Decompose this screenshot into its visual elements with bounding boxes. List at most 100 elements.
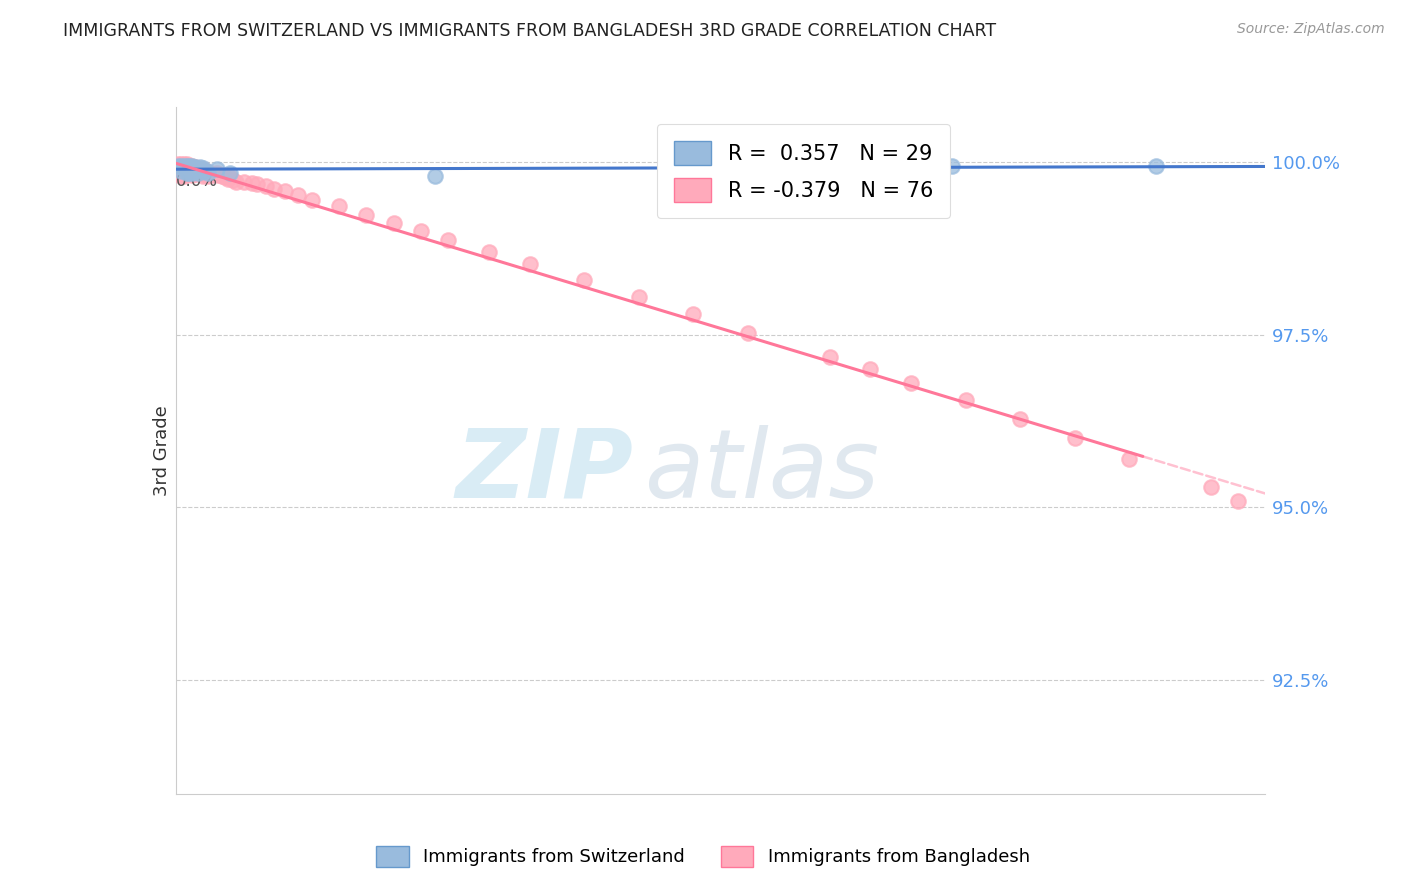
Point — [188, 160, 211, 174]
Point — [179, 161, 201, 175]
Point — [219, 166, 242, 180]
Point — [818, 350, 841, 364]
Point — [186, 166, 209, 180]
Point — [191, 163, 214, 178]
Point — [194, 168, 217, 182]
Point — [181, 168, 204, 182]
Point — [1118, 452, 1140, 467]
Text: Source: ZipAtlas.com: Source: ZipAtlas.com — [1237, 22, 1385, 37]
Point — [197, 165, 219, 179]
Point — [1199, 480, 1222, 494]
Point — [205, 166, 228, 180]
Point — [859, 362, 882, 376]
Point — [176, 166, 198, 180]
Point — [170, 169, 193, 183]
Point — [167, 156, 190, 170]
Point — [186, 162, 209, 177]
Point — [173, 159, 195, 173]
Point — [170, 163, 193, 178]
Point — [423, 169, 446, 183]
Point — [191, 169, 214, 183]
Point — [194, 164, 217, 178]
Point — [197, 169, 219, 183]
Point — [682, 307, 704, 321]
Point — [173, 166, 195, 180]
Point — [176, 161, 198, 175]
Text: IMMIGRANTS FROM SWITZERLAND VS IMMIGRANTS FROM BANGLADESH 3RD GRADE CORRELATION : IMMIGRANTS FROM SWITZERLAND VS IMMIGRANT… — [63, 22, 997, 40]
Point — [208, 169, 231, 183]
Point — [179, 162, 201, 177]
Point — [184, 160, 207, 174]
Point — [181, 159, 204, 173]
Point — [184, 167, 207, 181]
Point — [170, 159, 193, 173]
Point — [186, 166, 209, 180]
Point — [627, 290, 650, 304]
Point — [202, 168, 225, 182]
Point — [1063, 431, 1085, 445]
Point — [211, 169, 233, 183]
Point — [737, 326, 759, 341]
Point — [184, 160, 207, 174]
Point — [167, 161, 190, 175]
Point — [574, 272, 596, 286]
Point — [173, 160, 195, 174]
Point — [170, 156, 193, 170]
Point — [225, 175, 247, 189]
Point — [1144, 159, 1167, 173]
Point — [197, 166, 219, 180]
Point — [409, 224, 432, 238]
Point — [200, 166, 222, 180]
Point — [181, 162, 204, 177]
Point — [167, 159, 190, 173]
Point — [240, 176, 263, 190]
Point — [214, 170, 236, 185]
Point — [254, 179, 277, 194]
Y-axis label: 3rd Grade: 3rd Grade — [153, 405, 172, 496]
Point — [188, 162, 211, 177]
Point — [246, 178, 269, 192]
Point — [191, 165, 214, 179]
Point — [301, 193, 323, 207]
Point — [519, 257, 541, 271]
Point — [382, 216, 405, 230]
Point — [191, 162, 214, 177]
Point — [176, 157, 198, 171]
Point — [170, 166, 193, 180]
Point — [194, 163, 217, 178]
Point — [173, 162, 195, 177]
Point — [179, 166, 201, 180]
Point — [176, 163, 198, 178]
Point — [478, 245, 501, 260]
Point — [173, 162, 195, 177]
Point — [170, 162, 193, 177]
Point — [232, 175, 254, 189]
Point — [179, 159, 201, 173]
Point — [941, 159, 963, 173]
Point — [191, 161, 214, 175]
Point — [179, 166, 201, 180]
Legend: Immigrants from Switzerland, Immigrants from Bangladesh: Immigrants from Switzerland, Immigrants … — [368, 838, 1038, 874]
Point — [217, 171, 239, 186]
Point — [181, 159, 204, 173]
Point — [184, 163, 207, 178]
Point — [167, 159, 190, 173]
Text: atlas: atlas — [644, 425, 879, 517]
Point — [176, 160, 198, 174]
Point — [437, 233, 460, 247]
Point — [263, 182, 285, 196]
Point — [188, 166, 211, 180]
Point — [955, 393, 977, 408]
Text: 0.0%: 0.0% — [176, 172, 218, 190]
Point — [222, 172, 245, 186]
Legend: R =  0.357   N = 29, R = -0.379   N = 76: R = 0.357 N = 29, R = -0.379 N = 76 — [657, 124, 950, 219]
Text: ZIP: ZIP — [456, 425, 633, 517]
Point — [173, 157, 195, 171]
Point — [287, 188, 309, 202]
Point — [274, 184, 297, 198]
Point — [900, 376, 922, 391]
Point — [176, 167, 198, 181]
Point — [176, 159, 198, 173]
Point — [328, 199, 350, 213]
Point — [219, 170, 242, 185]
